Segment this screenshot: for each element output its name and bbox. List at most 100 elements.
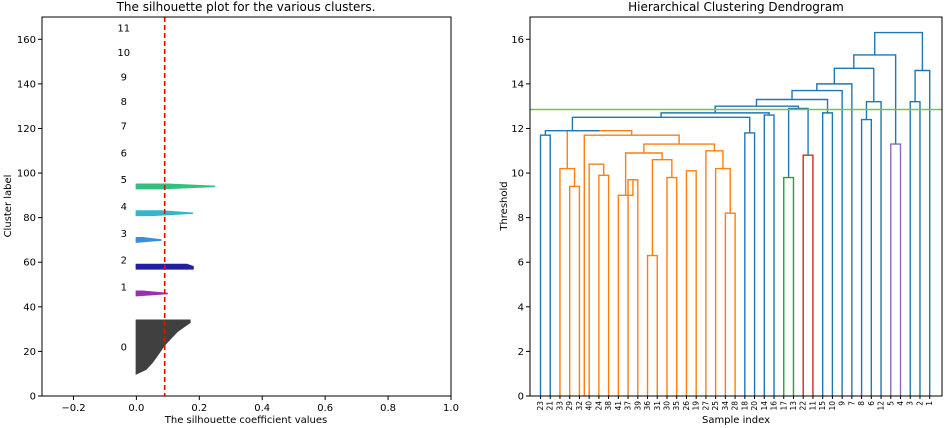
silhouette-axes-frame (41, 16, 452, 397)
dendrogram-leaf-label: 24 (594, 401, 603, 411)
silhouette-cluster-label-8: 8 (121, 97, 127, 108)
dendrogram-link (909, 101, 921, 396)
dendrogram-link (583, 134, 680, 396)
dendrogram-ytick-label: 10 (511, 169, 524, 180)
silhouette-ytick-label: 0 (30, 392, 36, 403)
dendrogram-leaf-label: 2 (915, 401, 924, 406)
dendrogram-link (865, 101, 882, 396)
silhouette-xlabel: The silhouette coefficient values (164, 415, 328, 426)
dendrogram-link (821, 112, 834, 396)
dendrogram-leaf-label: 39 (633, 401, 642, 411)
dendrogram-leaf-label: 10 (828, 401, 837, 411)
dendrogram-link (874, 31, 924, 71)
silhouette-cluster-label-6: 6 (121, 148, 127, 159)
silhouette-ylabel: Cluster label (3, 175, 14, 238)
dendrogram-ytick-label: 16 (511, 35, 524, 46)
dendrogram-leaf-label: 21 (546, 401, 555, 411)
dendrogram-link (559, 167, 576, 396)
dendrogram-leaf-label: 14 (760, 401, 769, 411)
silhouette-ticks: −0.2 0.0 0.2 0.4 0.6 0.8 1.0020406080100120140… (17, 35, 459, 414)
dendrogram-link (705, 150, 724, 396)
dendrogram-link (816, 83, 853, 396)
silhouette-ytick-label: 60 (23, 258, 36, 269)
silhouette-cluster-label-1: 1 (121, 282, 127, 293)
dendrogram-link (744, 132, 756, 396)
dendrogram-ytick-label: 0 (518, 392, 524, 403)
dendrogram-leaf-label: 11 (808, 401, 817, 411)
silhouette-cluster-label-3: 3 (121, 229, 127, 240)
dendrogram-link (714, 167, 731, 396)
silhouette-ytick-label: 100 (17, 169, 36, 180)
dendrogram-ytick-label: 6 (518, 258, 524, 269)
dendrogram-leaf-label: 34 (721, 401, 730, 411)
silhouette-cluster-5 (135, 183, 216, 190)
silhouette-cluster-label-2: 2 (121, 256, 127, 267)
dendrogram-link (660, 112, 770, 118)
dendrogram-title: Hierarchical Clustering Dendrogram (628, 0, 844, 14)
dendrogram-leaf-label: 29 (565, 401, 574, 411)
dendrogram-leaf-label: 30 (662, 401, 671, 411)
dendrogram-link (791, 89, 843, 396)
dendrogram-leaf-label: 27 (701, 401, 710, 411)
silhouette-title: The silhouette plot for the various clus… (116, 0, 376, 14)
dendrogram-link (763, 114, 775, 396)
dendrogram-leaf-label: 32 (575, 401, 584, 411)
dendrogram-leaf-label: 9 (838, 401, 847, 406)
dendrogram-leaf-label: 22 (799, 401, 808, 411)
dendrogram-leaf-label: 20 (750, 401, 759, 411)
silhouette-cluster-label-10: 10 (117, 48, 130, 59)
silhouette-xtick-label: 0.8 (380, 403, 396, 414)
dendrogram-link (724, 212, 736, 396)
dendrogram-leaf-labels: 23 21 33 29 32 40 24 38 41 37 39 36 31 30 35 26 19 27 25 34… (536, 396, 934, 411)
dendrogram-leaf-label: 31 (653, 401, 662, 411)
dendrogram-link (568, 185, 581, 396)
dendrogram-leaf-label: 16 (770, 401, 779, 411)
dendrogram-leaf-label: 33 (555, 401, 564, 411)
silhouette-cluster-labels: 0 1 2 3 4 5 6 7 8 9 10 11 (117, 24, 130, 354)
dendrogram-leaf-label: 3 (906, 401, 915, 406)
silhouette-cluster-0 (135, 319, 191, 375)
dendrogram-leaf-label: 12 (877, 401, 886, 411)
dendrogram-ytick-label: 4 (518, 302, 524, 313)
dendrogram-ytick-label: 2 (518, 347, 524, 358)
silhouette-cluster-label-9: 9 (121, 73, 127, 84)
silhouette-ytick-label: 40 (23, 302, 36, 313)
dendrogram-leaf-label: 36 (643, 401, 652, 411)
dendrogram-link (643, 143, 716, 153)
dendrogram-link (787, 107, 809, 178)
dendrogram-leaf-label: 26 (682, 401, 691, 411)
dendrogram-leaf-label: 35 (672, 401, 681, 411)
silhouette-xtick-label: 0.0 (128, 403, 144, 414)
dendrogram-link (802, 154, 814, 396)
silhouette-cluster-label-5: 5 (121, 175, 127, 186)
dendrogram-ytick-label: 14 (511, 79, 524, 90)
silhouette-cluster-label-0: 0 (121, 342, 127, 353)
dendrogram-leaf-label: 13 (789, 401, 798, 411)
silhouette-xtick-label: −0.2 (61, 403, 85, 414)
dendrogram-ytick-label: 12 (511, 124, 524, 135)
dendrogram-link (598, 174, 610, 396)
dendrogram-xlabel: Sample index (702, 415, 770, 426)
dendrogram-link (617, 179, 634, 396)
dendrogram-link (588, 163, 605, 396)
silhouette-cluster-1 (135, 290, 168, 297)
dendrogram-leaf-label: 28 (731, 401, 740, 411)
dendrogram-leaf-label: 23 (536, 401, 545, 411)
dendrogram-leaf-label: 19 (692, 401, 701, 411)
dendrogram-leaf-label: 37 (624, 401, 633, 411)
dendrogram-link (914, 69, 931, 396)
dendrogram-link (890, 143, 902, 396)
dendrogram-link (685, 170, 697, 396)
dendrogram-link (566, 130, 633, 169)
dendrogram-leaf-label: 25 (711, 401, 720, 411)
dendrogram-leaf-label: 17 (779, 401, 788, 411)
dendrogram-leaf-label: 7 (847, 401, 856, 406)
dendrogram-axes-frame (529, 16, 943, 397)
dendrogram-link (860, 118, 873, 396)
silhouette-cluster-label-7: 7 (121, 122, 127, 133)
silhouette-xtick-label: 0.2 (191, 403, 207, 414)
dendrogram-leaf-label: 4 (896, 401, 905, 406)
dendrogram-leaf-label: 6 (867, 401, 876, 406)
silhouette-ytick-label: 80 (23, 213, 36, 224)
